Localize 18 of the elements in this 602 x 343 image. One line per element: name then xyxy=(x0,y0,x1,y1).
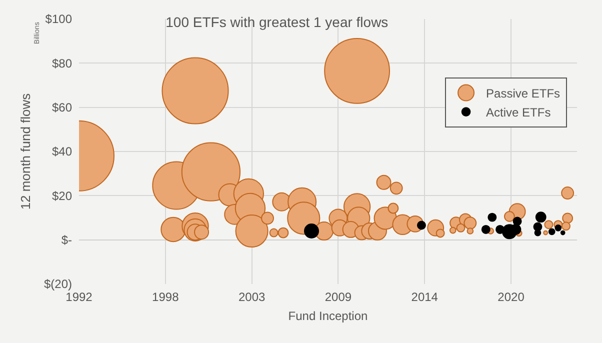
legend-label: Active ETFs xyxy=(486,105,551,120)
x-tick-label: 2003 xyxy=(238,290,266,304)
x-axis-title: Fund Inception xyxy=(288,308,368,323)
legend-label: Passive ETFs xyxy=(486,86,560,100)
y-tick-label: $(20) xyxy=(44,277,72,292)
y-tick-label: $40 xyxy=(52,144,72,159)
y-tick-label: $20 xyxy=(52,188,72,203)
x-tick-label: 2009 xyxy=(324,290,352,304)
y-tick-label: $- xyxy=(61,233,72,248)
x-tick-label: 2014 xyxy=(411,290,438,304)
x-tick-label: 1998 xyxy=(152,290,180,304)
y-axis-title: 12 month fund flows xyxy=(18,92,33,210)
y-tick-label: $60 xyxy=(52,100,72,115)
y-tick-label: $80 xyxy=(52,56,72,70)
x-tick-label: 2020 xyxy=(498,290,525,304)
y-tick-label: $100 xyxy=(45,12,72,26)
x-tick-label: 1992 xyxy=(66,290,93,304)
chart-title: 100 ETFs with greatest 1 year flows xyxy=(166,14,388,30)
